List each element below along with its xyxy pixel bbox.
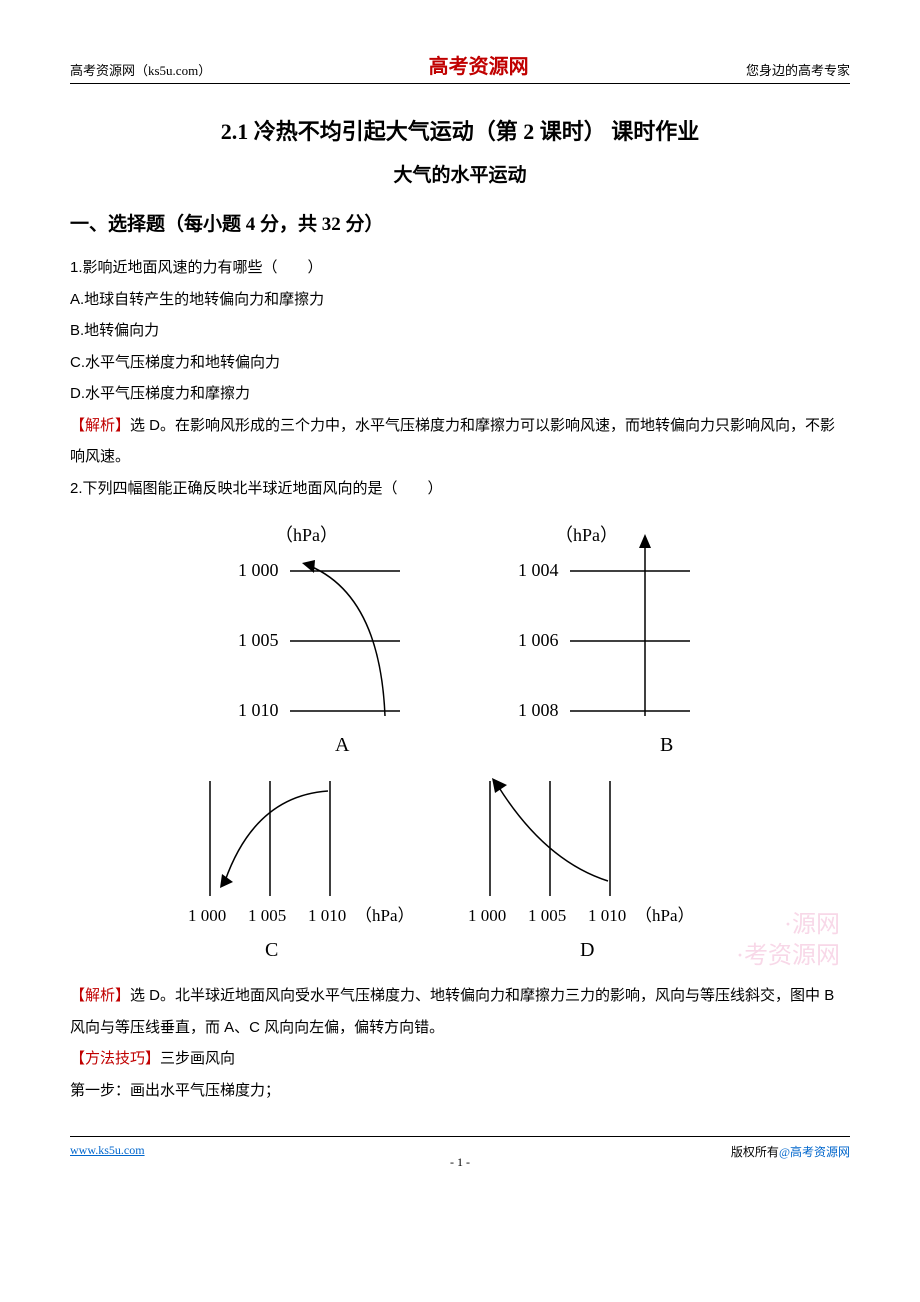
isobar-a-2: 1 010	[238, 700, 279, 720]
diagram-row-2: 1 000 1 005 1 010 （hPa） C 1 000 1 005 1 …	[150, 766, 770, 966]
isobar-b-1: 1 006	[518, 630, 559, 650]
tip-title: 三步画风向	[160, 1050, 235, 1067]
footer-url: www.ks5u.com	[70, 1143, 145, 1160]
section-heading: 一、选择题（每小题 4 分，共 32 分）	[70, 209, 850, 236]
arrowhead-d	[492, 778, 507, 793]
wind-arrow-c	[225, 791, 328, 881]
header-center-logo: 高考资源网	[429, 50, 529, 79]
method-step-1: 第一步：画出水平气压梯度力；	[70, 1075, 850, 1107]
document-subtitle: 大气的水平运动	[70, 160, 850, 187]
q1-option-a: A.地球自转产生的地转偏向力和摩擦力	[70, 284, 850, 316]
copyright-prefix: 版权所有	[731, 1145, 779, 1159]
diagram-b: （hPa） 1 004 1 006 1 008 B	[518, 525, 690, 756]
question-1: 1.影响近地面风速的力有哪些（ ） A.地球自转产生的地转偏向力和摩擦力 B.地…	[70, 252, 850, 504]
q1-option-c: C.水平气压梯度力和地转偏向力	[70, 347, 850, 379]
q1-answer: 【解析】选 D。在影响风形成的三个力中，水平气压梯度力和摩擦力可以影响风速，而地…	[70, 410, 850, 473]
diagram-d: 1 000 1 005 1 010 （hPa） D	[468, 778, 695, 961]
header-left: 高考资源网（ks5u.com）	[70, 60, 211, 79]
label-c: C	[265, 939, 278, 961]
page-header: 高考资源网（ks5u.com） 高考资源网 您身边的高考专家	[70, 50, 850, 84]
unit-d: （hPa）	[635, 906, 695, 925]
answer-label: 【解析】	[70, 417, 130, 434]
question-2-answer: 【解析】选 D。北半球近地面风向受水平气压梯度力、地转偏向力和摩擦力三力的影响，…	[70, 980, 850, 1106]
diagram-row-1: （hPa） 1 000 1 005 1 010 A （hPa） 1 004 1 …	[180, 516, 740, 766]
footer-copyright: 版权所有@高考资源网	[731, 1143, 850, 1160]
arrowhead-b	[639, 534, 651, 548]
label-b: B	[660, 734, 673, 756]
unit-label-b: （hPa）	[555, 525, 618, 545]
page-number: - 1 -	[450, 1155, 470, 1170]
figure-group: （hPa） 1 000 1 005 1 010 A （hPa） 1 004 1 …	[70, 516, 850, 966]
isobar-c-1: 1 005	[248, 906, 286, 925]
isobar-b-0: 1 004	[518, 560, 559, 580]
isobar-d-2: 1 010	[588, 906, 626, 925]
isobar-d-0: 1 000	[468, 906, 506, 925]
isobar-a-0: 1 000	[238, 560, 279, 580]
isobar-b-2: 1 008	[518, 700, 559, 720]
tip-label: 【方法技巧】	[70, 1050, 160, 1067]
page-footer: www.ks5u.com 版权所有@高考资源网 - 1 -	[70, 1136, 850, 1160]
diagram-a: （hPa） 1 000 1 005 1 010 A	[238, 525, 400, 756]
isobar-c-2: 1 010	[308, 906, 346, 925]
isobar-c-0: 1 000	[188, 906, 226, 925]
document-title: 2.1 冷热不均引起大气运动（第 2 课时） 课时作业	[70, 114, 850, 146]
label-d: D	[580, 939, 594, 961]
unit-c: （hPa）	[355, 906, 415, 925]
unit-label-a: （hPa）	[275, 525, 338, 545]
q2-stem: 2.下列四幅图能正确反映北半球近地面风向的是（ ）	[70, 473, 850, 505]
answer-text: 选 D。在影响风形成的三个力中，水平气压梯度力和摩擦力可以影响风速，而地转偏向力…	[70, 417, 835, 466]
q1-option-d: D.水平气压梯度力和摩擦力	[70, 378, 850, 410]
wind-arrow-d	[498, 786, 608, 881]
isobar-a-1: 1 005	[238, 630, 279, 650]
copyright-suffix: @高考资源网	[779, 1145, 850, 1159]
label-a: A	[335, 734, 350, 756]
isobar-d-1: 1 005	[528, 906, 566, 925]
diagram-c: 1 000 1 005 1 010 （hPa） C	[188, 781, 415, 961]
answer-text: 选 D。北半球近地面风向受水平气压梯度力、地转偏向力和摩擦力三力的影响，风向与等…	[70, 987, 834, 1036]
method-tip: 【方法技巧】三步画风向	[70, 1043, 850, 1075]
answer-label: 【解析】	[70, 987, 130, 1004]
q1-option-b: B.地转偏向力	[70, 315, 850, 347]
q1-stem: 1.影响近地面风速的力有哪些（ ）	[70, 252, 850, 284]
q2-answer: 【解析】选 D。北半球近地面风向受水平气压梯度力、地转偏向力和摩擦力三力的影响，…	[70, 980, 850, 1043]
header-right: 您身边的高考专家	[746, 60, 850, 79]
